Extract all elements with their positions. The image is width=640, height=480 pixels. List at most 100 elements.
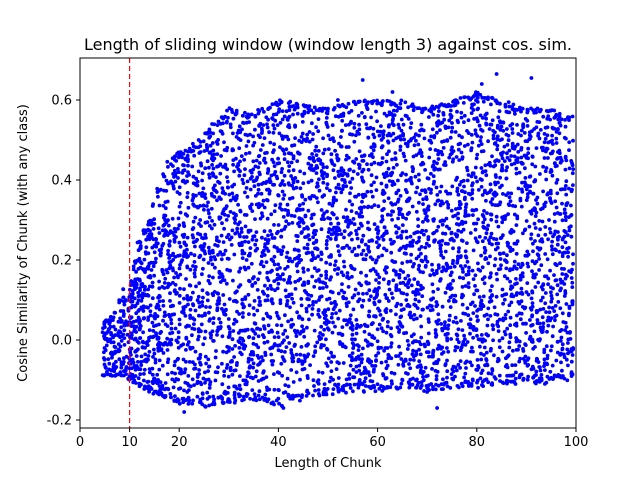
data-point [357, 149, 362, 154]
data-point [399, 246, 403, 251]
data-point [331, 387, 336, 391]
data-point [471, 311, 476, 315]
data-point [192, 260, 197, 264]
data-point [519, 146, 524, 150]
data-point [243, 224, 248, 229]
data-point [191, 181, 196, 186]
data-point [231, 329, 236, 333]
data-point [436, 312, 441, 317]
data-point [526, 374, 530, 379]
data-point [541, 283, 545, 287]
data-point [548, 230, 553, 235]
data-point [460, 294, 465, 298]
data-point [478, 344, 482, 349]
data-point [501, 251, 506, 256]
data-point [434, 300, 439, 304]
data-point [369, 294, 373, 299]
data-point [547, 377, 552, 381]
data-point [436, 287, 440, 291]
data-point [448, 108, 453, 113]
data-point [136, 248, 141, 253]
data-point [186, 205, 191, 210]
data-point [306, 281, 311, 285]
data-point [176, 176, 180, 180]
data-point [298, 377, 302, 382]
data-point [249, 350, 254, 354]
data-point [363, 257, 368, 262]
data-point [173, 154, 178, 159]
data-point [354, 364, 359, 369]
data-point [238, 374, 242, 378]
data-point [423, 255, 428, 259]
data-point [423, 210, 428, 215]
data-point [417, 178, 421, 183]
data-point [284, 303, 289, 308]
data-point [459, 150, 464, 155]
data-point [440, 328, 445, 333]
data-point [234, 196, 239, 201]
data-point [299, 303, 304, 308]
data-point [168, 392, 173, 396]
data-point [396, 226, 401, 231]
data-point [299, 297, 304, 301]
data-point [365, 340, 370, 344]
data-point [500, 166, 504, 171]
data-point [279, 323, 284, 328]
data-point [490, 96, 495, 101]
data-point [366, 220, 370, 225]
data-point [360, 214, 365, 219]
data-point [489, 188, 493, 193]
data-point [350, 332, 355, 337]
data-point [484, 173, 489, 178]
data-point [151, 329, 156, 333]
data-point [441, 350, 446, 354]
data-point [322, 343, 326, 348]
data-point [399, 302, 403, 307]
data-point [489, 217, 494, 222]
data-point [242, 397, 246, 402]
data-point [295, 329, 300, 334]
data-point [311, 303, 315, 307]
data-point [316, 378, 321, 382]
data-point [172, 363, 177, 368]
data-point [346, 285, 351, 289]
data-point [461, 276, 466, 281]
data-point [286, 137, 291, 142]
data-point [505, 276, 510, 281]
data-point [185, 179, 190, 184]
data-point [293, 280, 298, 284]
data-point [336, 221, 341, 226]
data-point [357, 166, 362, 171]
data-point [495, 277, 499, 282]
data-point [497, 338, 502, 343]
data-point [383, 308, 388, 313]
data-point [245, 179, 250, 184]
data-point [146, 354, 151, 358]
data-point [400, 261, 405, 265]
data-point [449, 230, 454, 235]
data-point [453, 98, 458, 103]
data-point [379, 181, 384, 186]
data-point [162, 286, 167, 290]
data-point [228, 122, 233, 127]
data-point [279, 100, 284, 104]
data-point [453, 130, 458, 134]
data-point [431, 387, 435, 392]
data-point [525, 109, 530, 113]
data-point [266, 314, 270, 319]
data-point [507, 195, 512, 200]
data-point [255, 288, 260, 292]
data-point [455, 118, 460, 123]
data-point [537, 136, 542, 141]
data-point [400, 377, 405, 382]
data-point [237, 220, 242, 225]
data-point [562, 376, 567, 381]
data-point [216, 253, 220, 257]
data-point [347, 246, 352, 251]
data-point [260, 106, 265, 111]
data-point [391, 278, 396, 283]
data-point [276, 281, 281, 286]
data-point [387, 123, 391, 127]
data-point [489, 271, 493, 276]
data-point [248, 187, 253, 192]
